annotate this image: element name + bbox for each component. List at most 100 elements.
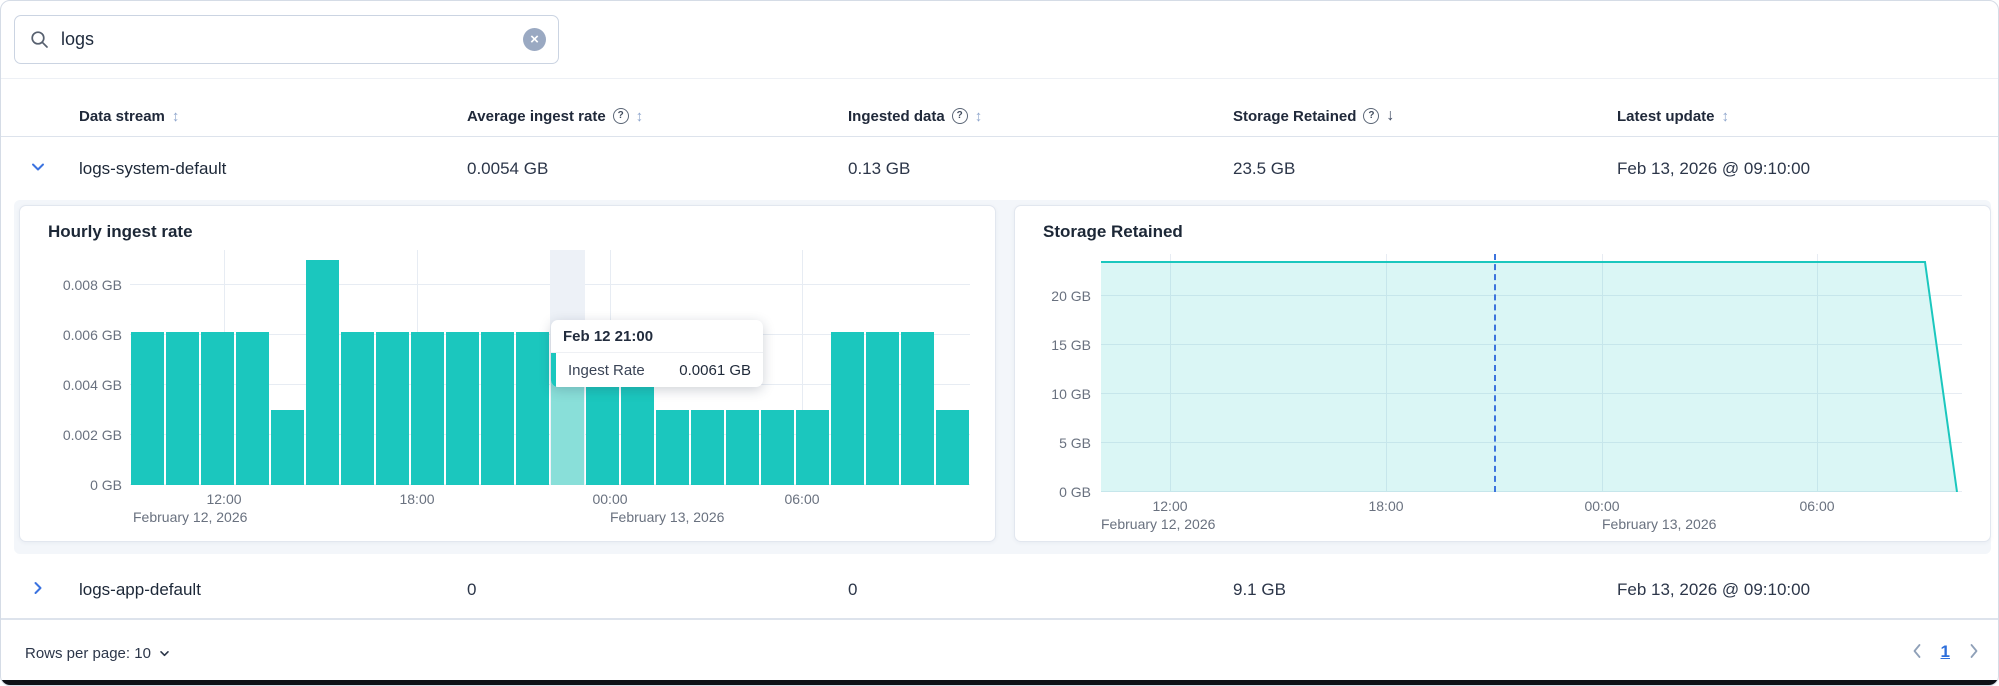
x-axis-tick: 12:00: [1152, 498, 1188, 514]
tooltip-time: Feb 12 21:00: [551, 320, 763, 353]
data-stream-name[interactable]: logs-app-default: [79, 579, 201, 599]
column-header-data-stream[interactable]: Data stream: [79, 96, 179, 136]
column-header-average-ingest-rate[interactable]: Average ingest rate: [467, 96, 643, 136]
tooltip-value: 0.0061 GB: [679, 361, 751, 379]
x-axis-date: February 12, 2026: [133, 509, 248, 525]
x-axis-date: February 13, 2026: [610, 509, 725, 525]
x-axis-tick: 18:00: [399, 491, 435, 507]
expanded-row-panel: Hourly ingest rate 0 GB 0.002 GB 0.004 GB 0…: [14, 200, 1991, 554]
y-axis-tick: 0 GB: [1059, 484, 1091, 500]
gridline: [1101, 491, 1962, 492]
gridline: [1101, 442, 1962, 443]
chevron-right-icon: [34, 582, 42, 594]
window-bottom-edge: [1, 680, 1998, 685]
divider: [1, 619, 1998, 620]
column-header-ingested-data[interactable]: Ingested data: [848, 96, 982, 136]
ingest-rate-bar[interactable]: [376, 332, 409, 485]
storage-retained-card: Storage Retained 0 GB 5 GB 10 GB 15 GB 20 GB…: [1014, 205, 1991, 542]
chevron-down-icon: [32, 163, 44, 171]
ingest-rate-bar[interactable]: [341, 332, 374, 485]
x-axis-tick: 06:00: [1799, 498, 1835, 514]
storage-retained-chart[interactable]: [1101, 254, 1962, 492]
storage-retained-value: 23.5 GB: [1233, 158, 1296, 178]
ingest-rate-bar[interactable]: [131, 332, 164, 485]
sort-desc-icon[interactable]: [1386, 107, 1394, 125]
chart-title: Hourly ingest rate: [48, 222, 193, 241]
ingested-data-value: 0.13 GB: [848, 158, 911, 178]
clear-search-icon[interactable]: [523, 28, 546, 51]
x-axis-tick: 06:00: [784, 491, 820, 507]
gridline: [1101, 393, 1962, 394]
ingested-data-value: 0: [848, 579, 858, 599]
column-header-storage-retained[interactable]: Storage Retained: [1233, 96, 1394, 136]
ingest-rate-bar[interactable]: [411, 332, 444, 485]
collapse-row-button[interactable]: [27, 158, 49, 180]
gridline: [1817, 254, 1818, 492]
hourly-ingest-rate-card: Hourly ingest rate 0 GB 0.002 GB 0.004 GB 0…: [19, 205, 996, 542]
chart-title: Storage Retained: [1043, 222, 1183, 241]
ingest-rate-bar[interactable]: [236, 332, 269, 485]
sort-icon[interactable]: [172, 108, 180, 125]
latest-update-value: Feb 13, 2026 @ 09:10:00: [1617, 579, 1811, 599]
hourly-ingest-rate-chart[interactable]: [130, 250, 970, 485]
next-page-icon[interactable]: [1964, 639, 1984, 665]
ingest-rate-bar[interactable]: [446, 332, 479, 485]
ingest-rate-bar[interactable]: [726, 410, 759, 485]
chart-tooltip: Feb 12 21:00 Ingest Rate 0.0061 GB: [551, 320, 763, 387]
sort-icon[interactable]: [636, 108, 644, 125]
rows-per-page-button[interactable]: Rows per page: 10: [25, 641, 171, 665]
y-axis-tick: 10 GB: [1051, 386, 1091, 402]
column-header-latest-update[interactable]: Latest update: [1617, 96, 1729, 136]
series-swatch: [551, 353, 556, 387]
ingest-rate-bar[interactable]: [166, 332, 199, 485]
ingest-rate-bar[interactable]: [901, 332, 934, 485]
x-axis-date: February 12, 2026: [1101, 516, 1216, 532]
sort-icon[interactable]: [1722, 108, 1730, 125]
time-cursor-line: [1494, 254, 1496, 492]
y-axis-tick: 0.004 GB: [62, 377, 122, 393]
pagination: 1: [1907, 639, 1984, 665]
x-axis-date: February 13, 2026: [1602, 516, 1717, 532]
x-axis-tick: 12:00: [206, 491, 242, 507]
help-icon[interactable]: [1363, 108, 1380, 124]
page-1-button[interactable]: 1: [1940, 642, 1950, 661]
help-icon[interactable]: [951, 108, 968, 124]
avg-ingest-rate-value: 0: [467, 579, 477, 599]
ingest-rate-bar[interactable]: [866, 332, 899, 485]
gridline: [1602, 254, 1603, 492]
ingest-rate-bar[interactable]: [691, 410, 724, 485]
x-axis-tick: 00:00: [592, 491, 628, 507]
table-header: Data stream Average ingest rate Ingested…: [1, 96, 1998, 137]
y-axis-tick: 15 GB: [1051, 337, 1091, 353]
ingest-rate-bar[interactable]: [516, 332, 549, 485]
sort-icon[interactable]: [975, 108, 983, 125]
gridline: [802, 250, 803, 485]
help-icon[interactable]: [612, 108, 629, 124]
ingest-rate-bar[interactable]: [936, 410, 969, 485]
ingest-rate-bar[interactable]: [796, 410, 829, 485]
data-stream-name[interactable]: logs-system-default: [79, 158, 227, 178]
y-axis-tick: 0.008 GB: [62, 277, 122, 293]
ingest-rate-bar[interactable]: [201, 332, 234, 485]
ingest-rate-bar[interactable]: [656, 410, 689, 485]
ingest-rate-bar[interactable]: [481, 332, 514, 485]
search-box[interactable]: [14, 15, 559, 64]
search-icon: [31, 31, 48, 48]
chevron-down-icon: [160, 650, 169, 656]
search-input[interactable]: [61, 29, 523, 50]
previous-page-icon[interactable]: [1907, 639, 1927, 665]
y-axis-tick: 5 GB: [1059, 435, 1091, 451]
ingest-rate-bar[interactable]: [761, 410, 794, 485]
y-axis-tick: 0.002 GB: [62, 427, 122, 443]
table-row: logs-app-default 0 0 9.1 GB Feb 13, 2026…: [1, 561, 1998, 619]
y-axis-labels: 0 GB 0.002 GB 0.004 GB 0.006 GB 0.008 GB: [28, 250, 122, 493]
y-axis-labels: 0 GB 5 GB 10 GB 15 GB 20 GB: [1023, 254, 1091, 500]
ingest-rate-bar[interactable]: [271, 410, 304, 485]
ingest-rate-bar[interactable]: [306, 260, 339, 485]
ingest-rate-bar[interactable]: [831, 332, 864, 485]
expand-row-button[interactable]: [27, 579, 49, 601]
gridline: [1170, 254, 1171, 492]
y-axis-tick: 0 GB: [90, 477, 122, 493]
x-axis-tick: 00:00: [1584, 498, 1620, 514]
